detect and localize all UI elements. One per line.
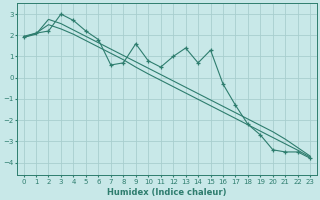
X-axis label: Humidex (Indice chaleur): Humidex (Indice chaleur) bbox=[107, 188, 227, 197]
